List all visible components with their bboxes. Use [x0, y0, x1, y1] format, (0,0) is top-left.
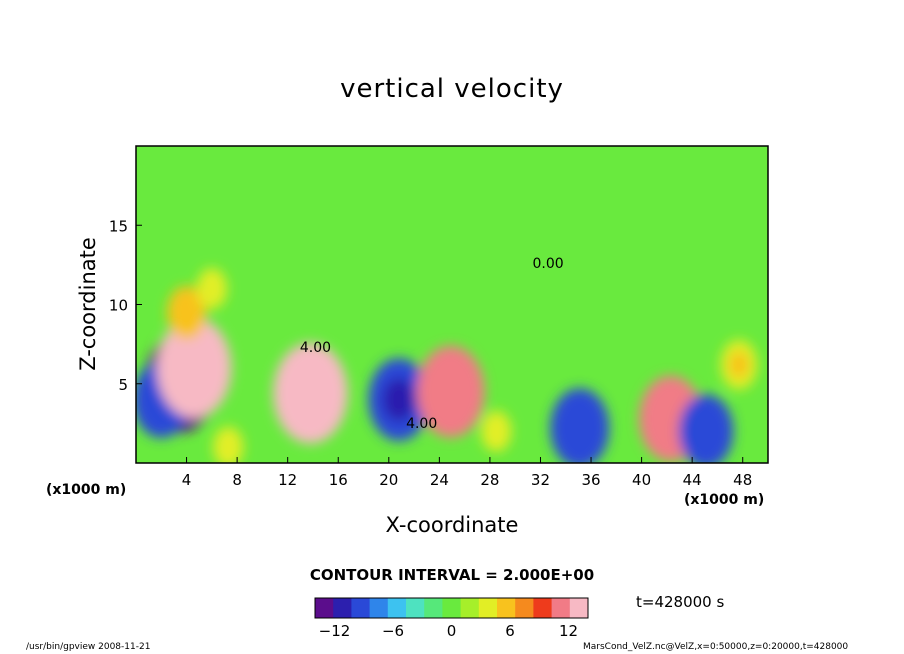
- x-tick-label-5: 24: [430, 471, 449, 489]
- colorbar-swatch-6: [424, 598, 443, 618]
- footer-source: MarsCond_VelZ.nc@VelZ,x=0:50000,z=0:2000…: [583, 642, 849, 652]
- colorbar-tick-label-1: −6: [382, 622, 404, 640]
- x-tick-label-0: 4: [182, 471, 192, 489]
- colorbar-swatch-9: [478, 598, 498, 618]
- x-tick-label-9: 40: [632, 471, 651, 489]
- x-tick-label-8: 36: [581, 471, 600, 489]
- colorbar-tick-label-2: 0: [447, 622, 457, 640]
- colorbar-swatch-7: [442, 598, 462, 618]
- contour-label-2: 0.00: [532, 256, 563, 272]
- x-unit-label: (x1000 m): [684, 492, 765, 508]
- colorbar-swatch-12: [533, 598, 553, 618]
- colorbar-swatch-1: [333, 598, 352, 618]
- x-tick-label-3: 16: [329, 471, 348, 489]
- velocity-cell-core-4: [203, 277, 220, 300]
- x-tick-label-10: 44: [683, 471, 702, 489]
- y-tick-label-0: 5: [118, 376, 128, 394]
- velocity-cell-core-2: [174, 341, 214, 395]
- colorbar-frame: [314, 597, 589, 619]
- contour-label-1: 4.00: [406, 416, 437, 432]
- contour-interval-label: CONTOUR INTERVAL = 2.000E+00: [309, 566, 595, 584]
- x-axis-label: X-coordinate: [385, 513, 519, 537]
- x-tick-label-2: 12: [278, 471, 297, 489]
- colorbar-swatch-2: [351, 598, 371, 618]
- colorbar-swatch-10: [497, 598, 516, 618]
- x-tick-label-1: 8: [232, 471, 242, 489]
- colorbar-swatch-5: [406, 598, 425, 618]
- velocity-cell-core-7: [382, 378, 416, 422]
- colorbar-swatch-4: [387, 598, 407, 618]
- colorbar-swatch-3: [369, 598, 389, 618]
- x-tick-label-7: 32: [531, 471, 550, 489]
- x-tick-label-11: 48: [733, 471, 752, 489]
- colorbar-swatch-0: [315, 598, 334, 618]
- colorbar-tick-label-4: 12: [559, 622, 578, 640]
- colorbar-tick-label-3: 6: [505, 622, 515, 640]
- y-unit-label: (x1000 m): [46, 482, 127, 498]
- footer-command: /usr/bin/gpview 2008-11-21: [26, 642, 151, 652]
- time-label: t=428000 s: [636, 593, 725, 611]
- velocity-cell-core-12: [691, 412, 721, 451]
- velocity-cell-core-13: [729, 351, 749, 378]
- velocity-cell-core-8: [432, 367, 469, 416]
- colorbar-tick-label-0: −12: [319, 622, 351, 640]
- colorbar-swatch-8: [460, 598, 480, 618]
- chart-title: vertical velocity: [340, 74, 564, 104]
- velocity-cell-core-6: [290, 366, 331, 420]
- velocity-cell-core-5: [220, 436, 237, 458]
- y-axis-label: Z-coordinate: [76, 237, 100, 371]
- y-tick-label-1: 10: [109, 297, 128, 315]
- x-tick-label-6: 28: [480, 471, 499, 489]
- y-tick-label-2: 15: [109, 217, 128, 235]
- contour-label-0: 4.00: [300, 340, 331, 356]
- colorbar-swatch-14: [569, 598, 589, 618]
- x-tick-label-4: 20: [379, 471, 398, 489]
- velocity-cell-core-3: [176, 298, 197, 327]
- colorbar-swatch-13: [551, 598, 571, 618]
- velocity-cell-core-10: [564, 407, 596, 449]
- colorbar-swatch-11: [515, 598, 534, 618]
- velocity-cell-core-9: [488, 420, 505, 442]
